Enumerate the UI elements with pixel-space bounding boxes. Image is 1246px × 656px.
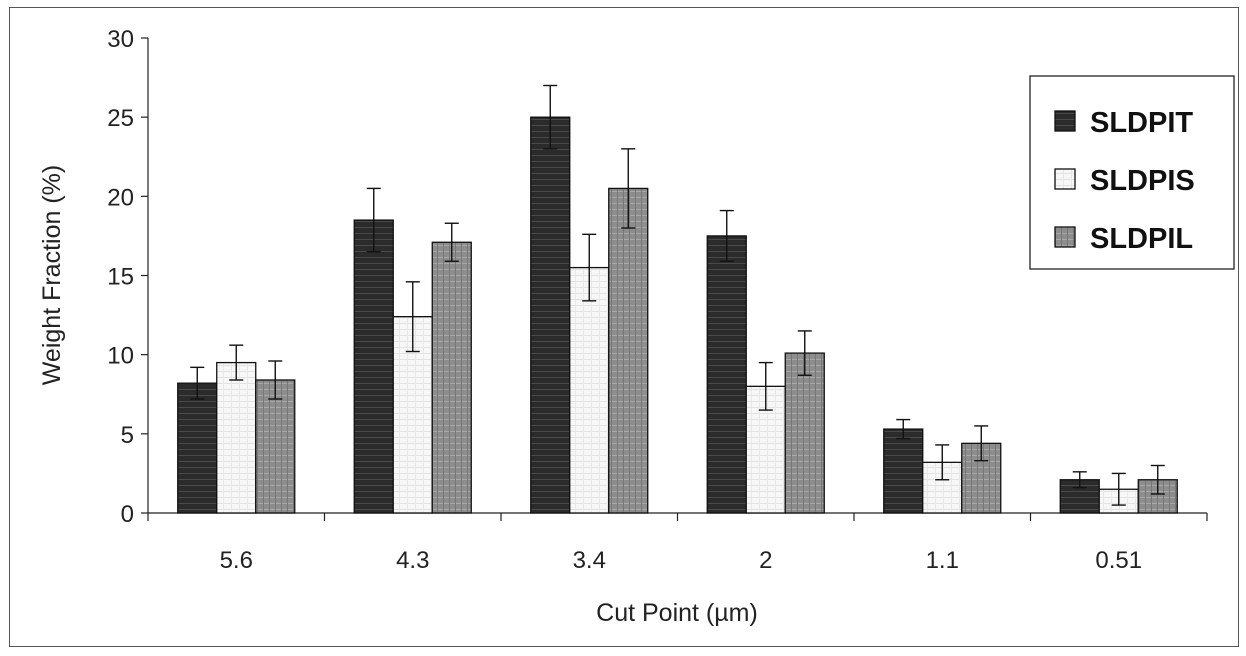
y-tick-label: 15 <box>107 264 134 291</box>
legend-label: SLDPIL <box>1090 223 1193 255</box>
x-tick-label: 2 <box>759 547 772 574</box>
y-tick-label: 0 <box>121 501 134 528</box>
bar-sldpis <box>216 361 257 514</box>
x-tick-label: 1.1 <box>926 547 959 574</box>
x-tick-label: 0.51 <box>1095 547 1142 574</box>
x-tick-label: 3.4 <box>573 547 606 574</box>
legend-swatch-sldpil <box>1054 226 1076 248</box>
y-tick-label: 20 <box>107 184 134 211</box>
bar-sldpit <box>530 116 571 514</box>
bar-sldpil <box>431 241 472 514</box>
y-axis-title-group: Weight Fraction (%) <box>38 165 66 385</box>
bar-sldpit <box>706 235 747 514</box>
legend-swatch-sldpit <box>1054 110 1076 132</box>
y-tick-label: 25 <box>107 105 134 132</box>
y-tick-label: 10 <box>107 343 134 370</box>
bar-sldpit <box>353 219 394 514</box>
y-tick-label: 5 <box>121 422 134 449</box>
bar-sldpit <box>883 428 924 514</box>
x-tick-label: 4.3 <box>396 547 429 574</box>
y-axis-title: Weight Fraction (%) <box>38 165 66 385</box>
legend-swatch-sldpis <box>1054 168 1076 190</box>
bar-sldpil <box>608 187 649 514</box>
bar-sldpit <box>177 382 218 514</box>
y-tick-label: 30 <box>107 26 134 53</box>
legend-label: SLDPIS <box>1090 165 1195 197</box>
legend-label: SLDPIT <box>1090 107 1193 139</box>
bar-sldpil <box>1137 479 1178 514</box>
bar-sldpis <box>569 266 610 514</box>
x-tick-label: 5.6 <box>220 547 253 574</box>
bar-sldpil <box>255 379 296 514</box>
bar-sldpil <box>784 352 825 514</box>
x-axis-title: Cut Point (µm) <box>596 599 758 627</box>
